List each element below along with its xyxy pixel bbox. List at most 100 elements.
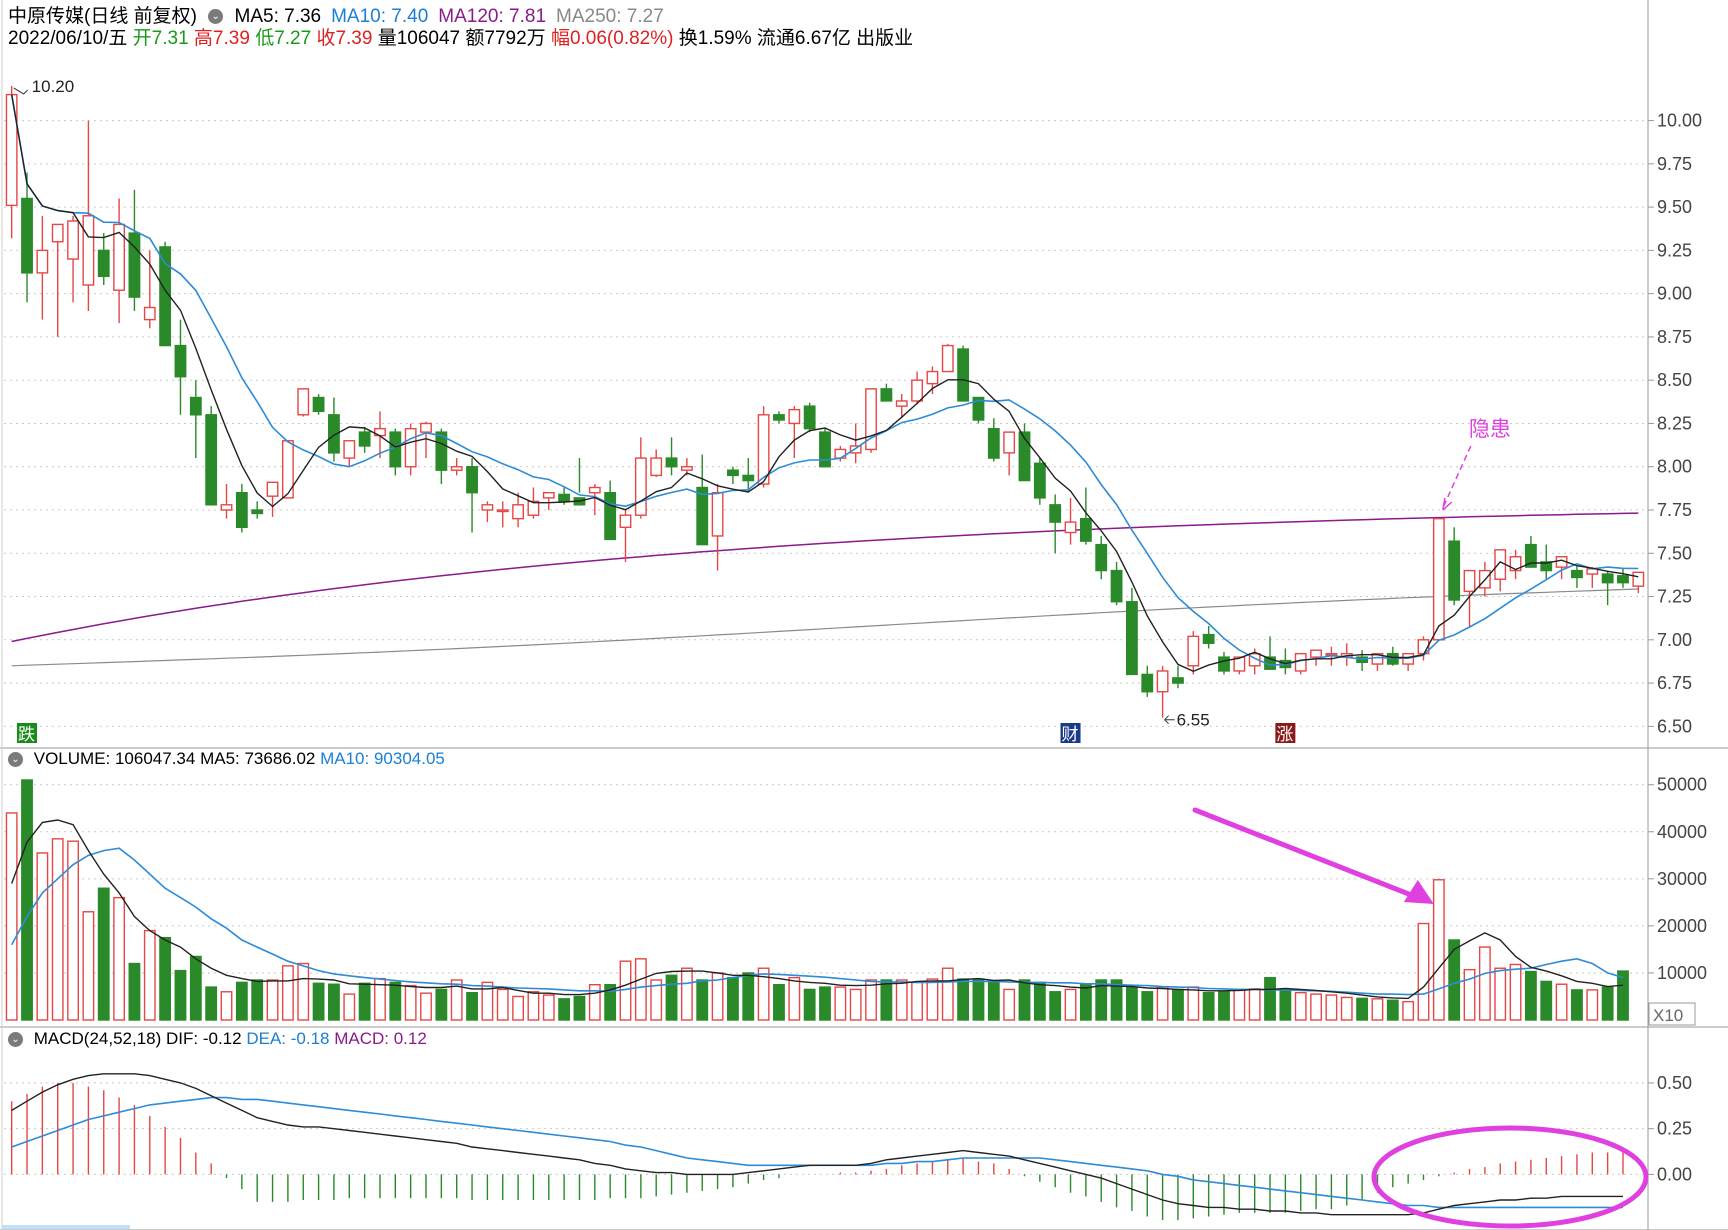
stock-name: 中原传媒(日线 前复权) (8, 6, 197, 27)
candle-body (1432, 517, 1445, 641)
macd-tick-label: 0.50 (1657, 1073, 1692, 1093)
volume-legend: VOLUME: 106047.34 MA5: 73686.02 MA10: 90… (34, 749, 445, 768)
volume-bar (205, 986, 218, 1021)
ma250-line (11, 588, 1639, 667)
candle (220, 484, 233, 519)
candle (1172, 665, 1184, 689)
price-tick-label: 6.50 (1657, 716, 1692, 736)
candle (266, 481, 279, 517)
volume-bar (1187, 986, 1200, 1021)
candle-body (1018, 431, 1031, 482)
volume-bar (1356, 997, 1369, 1021)
volume-tick-label: 50000 (1657, 775, 1707, 795)
candle (650, 449, 663, 478)
candle-body (1540, 561, 1553, 572)
ma-label-1: MA10: 7.40 (331, 6, 429, 27)
volume-bar (1448, 939, 1461, 1021)
price-tick-label: 7.25 (1657, 587, 1692, 607)
collapse-icon[interactable]: ⌄ (208, 9, 224, 25)
volume-field-0: VOLUME: 106047.34 (33, 749, 201, 768)
candle (466, 458, 478, 533)
candle (1601, 570, 1614, 606)
volume-header: ⌄ VOLUME: 106047.34 MA5: 73686.02 MA10: … (8, 749, 445, 769)
candle (251, 501, 264, 519)
price-tick-label: 8.75 (1657, 327, 1692, 347)
macd-tick-label: 0.00 (1657, 1164, 1692, 1184)
volume-bar (1509, 963, 1522, 1021)
price-tick-label: 9.00 (1657, 284, 1692, 304)
candle (1156, 665, 1169, 718)
candle-body (1064, 521, 1077, 534)
candle-body (328, 414, 340, 454)
candle-body (588, 486, 601, 494)
collapse-icon[interactable]: ⌄ (8, 1032, 23, 1048)
macd-legend: MACD(24,52,18) DIF: -0.12 DEA: -0.18 MAC… (34, 1029, 427, 1048)
event-badge (1060, 723, 1081, 743)
volume-bar (1524, 970, 1537, 1021)
volume-tick-label: 10000 (1657, 963, 1707, 983)
candle-body (1233, 656, 1246, 672)
volume-bar (251, 979, 264, 1021)
price-tick-label: 7.00 (1657, 630, 1692, 650)
candle-body (665, 457, 678, 468)
ma-label-2: MA120: 7.81 (438, 6, 547, 27)
candle (665, 437, 678, 476)
volume-bar (496, 988, 509, 1021)
volume-bar (189, 955, 202, 1021)
candle (619, 510, 632, 562)
collapse-icon[interactable]: ⌄ (8, 752, 23, 768)
volume-bar (834, 986, 847, 1021)
candle-body (619, 514, 632, 529)
volume-bar (328, 983, 340, 1021)
ma5-line (11, 94, 1639, 673)
candle (803, 402, 816, 433)
volume-bar (1279, 990, 1292, 1021)
volume-bar (987, 981, 1000, 1021)
candle-body (1141, 673, 1154, 693)
candle (849, 423, 862, 464)
volume-bar (435, 988, 448, 1021)
candle (235, 484, 248, 533)
volume-tick-label: 30000 (1657, 869, 1707, 889)
candle (5, 85, 18, 239)
price-tick-label: 7.75 (1657, 500, 1692, 520)
candle (895, 394, 908, 419)
candle (496, 501, 509, 528)
event-badge-label: 涨 (1276, 725, 1293, 744)
volume-bar (604, 984, 617, 1021)
candle (82, 120, 95, 311)
candle (1540, 544, 1553, 580)
hidden-risk-label: 隐患 (1469, 418, 1511, 441)
volume-bar (343, 993, 356, 1021)
high-price-label: 10.20 (32, 77, 75, 96)
volume-bar (1555, 983, 1568, 1021)
candle-body (650, 457, 663, 477)
volume-bar (911, 981, 923, 1021)
candle (588, 484, 601, 516)
candle (819, 428, 831, 468)
volume-bar (1571, 989, 1583, 1021)
ma120-line (11, 512, 1639, 643)
candle-body (926, 370, 939, 385)
volume-bar (1049, 991, 1062, 1021)
candle (97, 233, 110, 285)
candle-body (143, 306, 156, 321)
candle-body (481, 504, 494, 511)
candle-body (1617, 575, 1629, 584)
candle (1187, 631, 1200, 675)
candle (1632, 571, 1645, 594)
candle-body (51, 223, 64, 243)
volume-bar (972, 978, 985, 1021)
volume-bar (542, 994, 555, 1021)
volume-bar (450, 979, 463, 1021)
volume-bar (1033, 981, 1046, 1021)
candle-body (1202, 633, 1215, 644)
macd-highlight-ellipse (1371, 1125, 1649, 1229)
candle-body (911, 379, 923, 402)
volume-spike-arrow-line (1192, 807, 1422, 901)
price-tick-label: 6.75 (1657, 673, 1692, 693)
candle (51, 223, 64, 337)
price-tick-label: 9.50 (1657, 197, 1692, 217)
candle (1110, 561, 1123, 606)
